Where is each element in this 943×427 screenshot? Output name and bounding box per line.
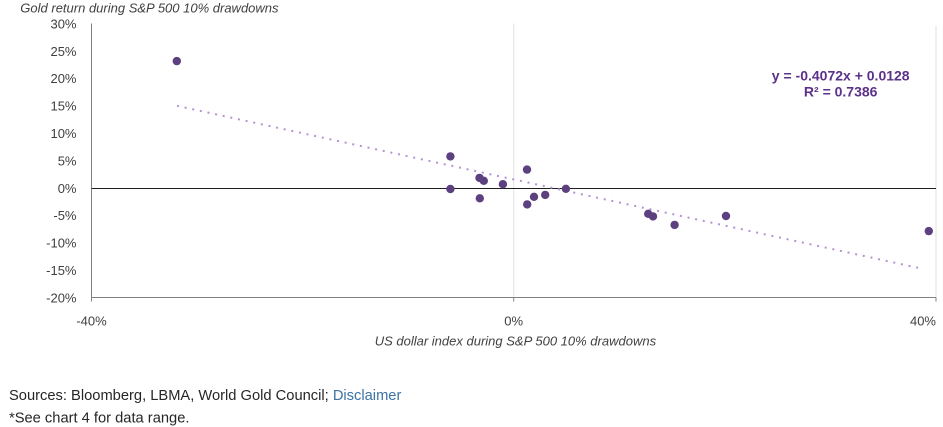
- svg-text:10%: 10%: [50, 126, 76, 141]
- svg-text:0%: 0%: [58, 181, 77, 196]
- svg-text:-10%: -10%: [46, 236, 77, 251]
- svg-text:Sources: Bloomberg, LBMA, Worl: Sources: Bloomberg, LBMA, World Gold Cou…: [9, 388, 401, 404]
- svg-text:40%: 40%: [910, 314, 936, 329]
- svg-text:-15%: -15%: [46, 263, 77, 278]
- svg-text:5%: 5%: [58, 153, 77, 168]
- svg-text:-40%: -40%: [76, 314, 107, 329]
- svg-text:25%: 25%: [50, 44, 76, 59]
- svg-text:US dollar index during S&P 500: US dollar index during S&P 500 10% drawd…: [375, 334, 657, 349]
- svg-text:30%: 30%: [50, 16, 76, 31]
- svg-text:-20%: -20%: [46, 290, 77, 305]
- svg-text:y = -0.4072x + 0.0128: y = -0.4072x + 0.0128: [772, 68, 910, 84]
- svg-text:15%: 15%: [50, 99, 76, 114]
- svg-text:-5%: -5%: [53, 208, 77, 223]
- svg-text:*See chart 4 for data range.: *See chart 4 for data range.: [9, 410, 189, 426]
- svg-text:Gold return during S&P 500 10%: Gold return during S&P 500 10% drawdowns: [20, 1, 279, 16]
- svg-text:20%: 20%: [50, 71, 76, 86]
- svg-text:0%: 0%: [504, 314, 523, 329]
- svg-text:R² = 0.7386: R² = 0.7386: [804, 84, 878, 100]
